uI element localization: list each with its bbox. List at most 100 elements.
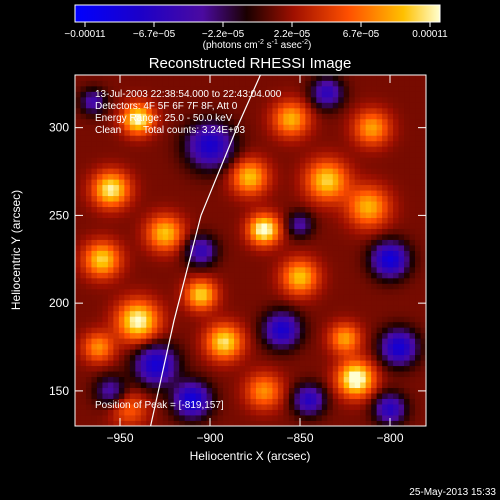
heatmap-cell xyxy=(316,299,323,306)
heatmap-cell xyxy=(96,327,103,334)
heatmap-cell xyxy=(299,360,306,367)
heatmap-cell xyxy=(102,234,109,240)
heatmap-cell xyxy=(80,365,87,372)
heatmap-cell xyxy=(272,195,279,202)
heatmap-cell xyxy=(354,228,361,235)
heatmap-cell xyxy=(288,173,295,180)
heatmap-cell xyxy=(266,261,273,268)
heatmap-cell xyxy=(255,365,262,372)
heatmap-cell xyxy=(376,140,383,147)
heatmap-cell xyxy=(288,217,295,224)
heatmap-cell xyxy=(376,420,383,426)
heatmap-cell xyxy=(206,212,213,218)
heatmap-cell xyxy=(162,113,169,120)
heatmap-cell xyxy=(85,338,92,345)
heatmap-cell xyxy=(184,360,191,367)
heatmap-cell xyxy=(129,201,136,208)
heatmap-cell xyxy=(310,266,317,273)
heatmap-cell xyxy=(212,371,218,378)
heatmap-cell xyxy=(266,157,273,164)
heatmap-cell xyxy=(124,239,131,246)
heatmap-cell xyxy=(107,332,114,339)
heatmap-cell xyxy=(80,420,87,426)
heatmap-cell xyxy=(343,321,350,328)
heatmap-cell xyxy=(245,360,251,367)
heatmap-cell xyxy=(409,376,416,383)
heatmap-cell xyxy=(239,212,246,218)
heatmap-cell xyxy=(91,190,98,197)
heatmap-cell xyxy=(118,217,125,224)
heatmap-cell xyxy=(365,404,372,410)
heatmap-cell xyxy=(365,107,372,114)
heatmap-cell xyxy=(140,228,147,235)
heatmap-cell xyxy=(409,321,416,328)
heatmap-cell xyxy=(283,228,290,235)
heatmap-cell xyxy=(266,162,273,169)
heatmap-cell xyxy=(415,179,421,186)
heatmap-cell xyxy=(168,91,175,98)
heatmap-cell xyxy=(75,234,81,240)
heatmap-cell xyxy=(223,354,229,361)
heatmap-cell xyxy=(96,310,103,317)
heatmap-cell xyxy=(294,255,301,262)
heatmap-cell xyxy=(162,179,169,186)
heatmap-cell xyxy=(382,135,389,142)
heatmap-cell xyxy=(305,217,312,224)
heatmap-cell xyxy=(195,107,202,114)
heatmap-cell xyxy=(288,96,295,103)
heatmap-cell xyxy=(305,288,312,295)
heatmap-cell xyxy=(255,184,262,191)
heatmap-cell xyxy=(360,206,367,213)
heatmap-cell xyxy=(283,129,290,136)
heatmap-cell xyxy=(223,140,229,147)
heatmap-cell xyxy=(102,124,109,131)
heatmap-cell xyxy=(113,190,120,197)
heatmap-cell xyxy=(371,151,378,158)
heatmap-cell xyxy=(212,107,218,114)
heatmap-cell xyxy=(129,206,136,213)
heatmap-cell xyxy=(91,179,98,186)
heatmap-cell xyxy=(113,420,120,426)
heatmap-cell xyxy=(250,75,257,81)
heatmap-cell xyxy=(255,343,262,350)
heatmap-cell xyxy=(387,261,394,268)
heatmap-cell xyxy=(102,228,109,235)
heatmap-cell xyxy=(124,206,131,213)
heatmap-cell xyxy=(415,151,421,158)
heatmap-cell xyxy=(96,239,103,246)
heatmap-cell xyxy=(124,261,131,268)
heatmap-cell xyxy=(305,96,312,103)
heatmap-cell xyxy=(157,140,164,147)
heatmap-cell xyxy=(157,409,164,416)
heatmap-cell xyxy=(168,102,175,109)
heatmap-cell xyxy=(250,338,257,345)
heatmap-cell xyxy=(420,338,426,345)
heatmap-cell xyxy=(338,272,345,279)
heatmap-cell xyxy=(332,382,339,389)
heatmap-cell xyxy=(354,201,361,208)
heatmap-cell xyxy=(162,195,169,202)
heatmap-cell xyxy=(129,305,136,312)
heatmap-cell xyxy=(245,365,251,372)
heatmap-cell xyxy=(195,294,202,301)
heatmap-cell xyxy=(91,140,98,147)
heatmap-cell xyxy=(179,327,186,334)
heatmap-cell xyxy=(338,277,345,284)
heatmap-cell xyxy=(75,168,81,175)
heatmap-cell xyxy=(135,404,142,410)
heatmap-cell xyxy=(393,107,399,114)
heatmap-cell xyxy=(338,75,345,81)
heatmap-cell xyxy=(140,376,147,383)
heatmap-cell xyxy=(371,338,378,345)
heatmap-cell xyxy=(151,173,158,180)
heatmap-cell xyxy=(146,360,153,367)
heatmap-cell xyxy=(245,343,251,350)
heatmap-cell xyxy=(261,75,268,81)
heatmap-cell xyxy=(420,365,426,372)
heatmap-cell xyxy=(338,162,345,169)
heatmap-cell xyxy=(283,234,290,240)
heatmap-cell xyxy=(360,365,367,372)
heatmap-cell xyxy=(228,409,235,416)
heatmap-cell xyxy=(80,162,87,169)
heatmap-cell xyxy=(371,327,378,334)
